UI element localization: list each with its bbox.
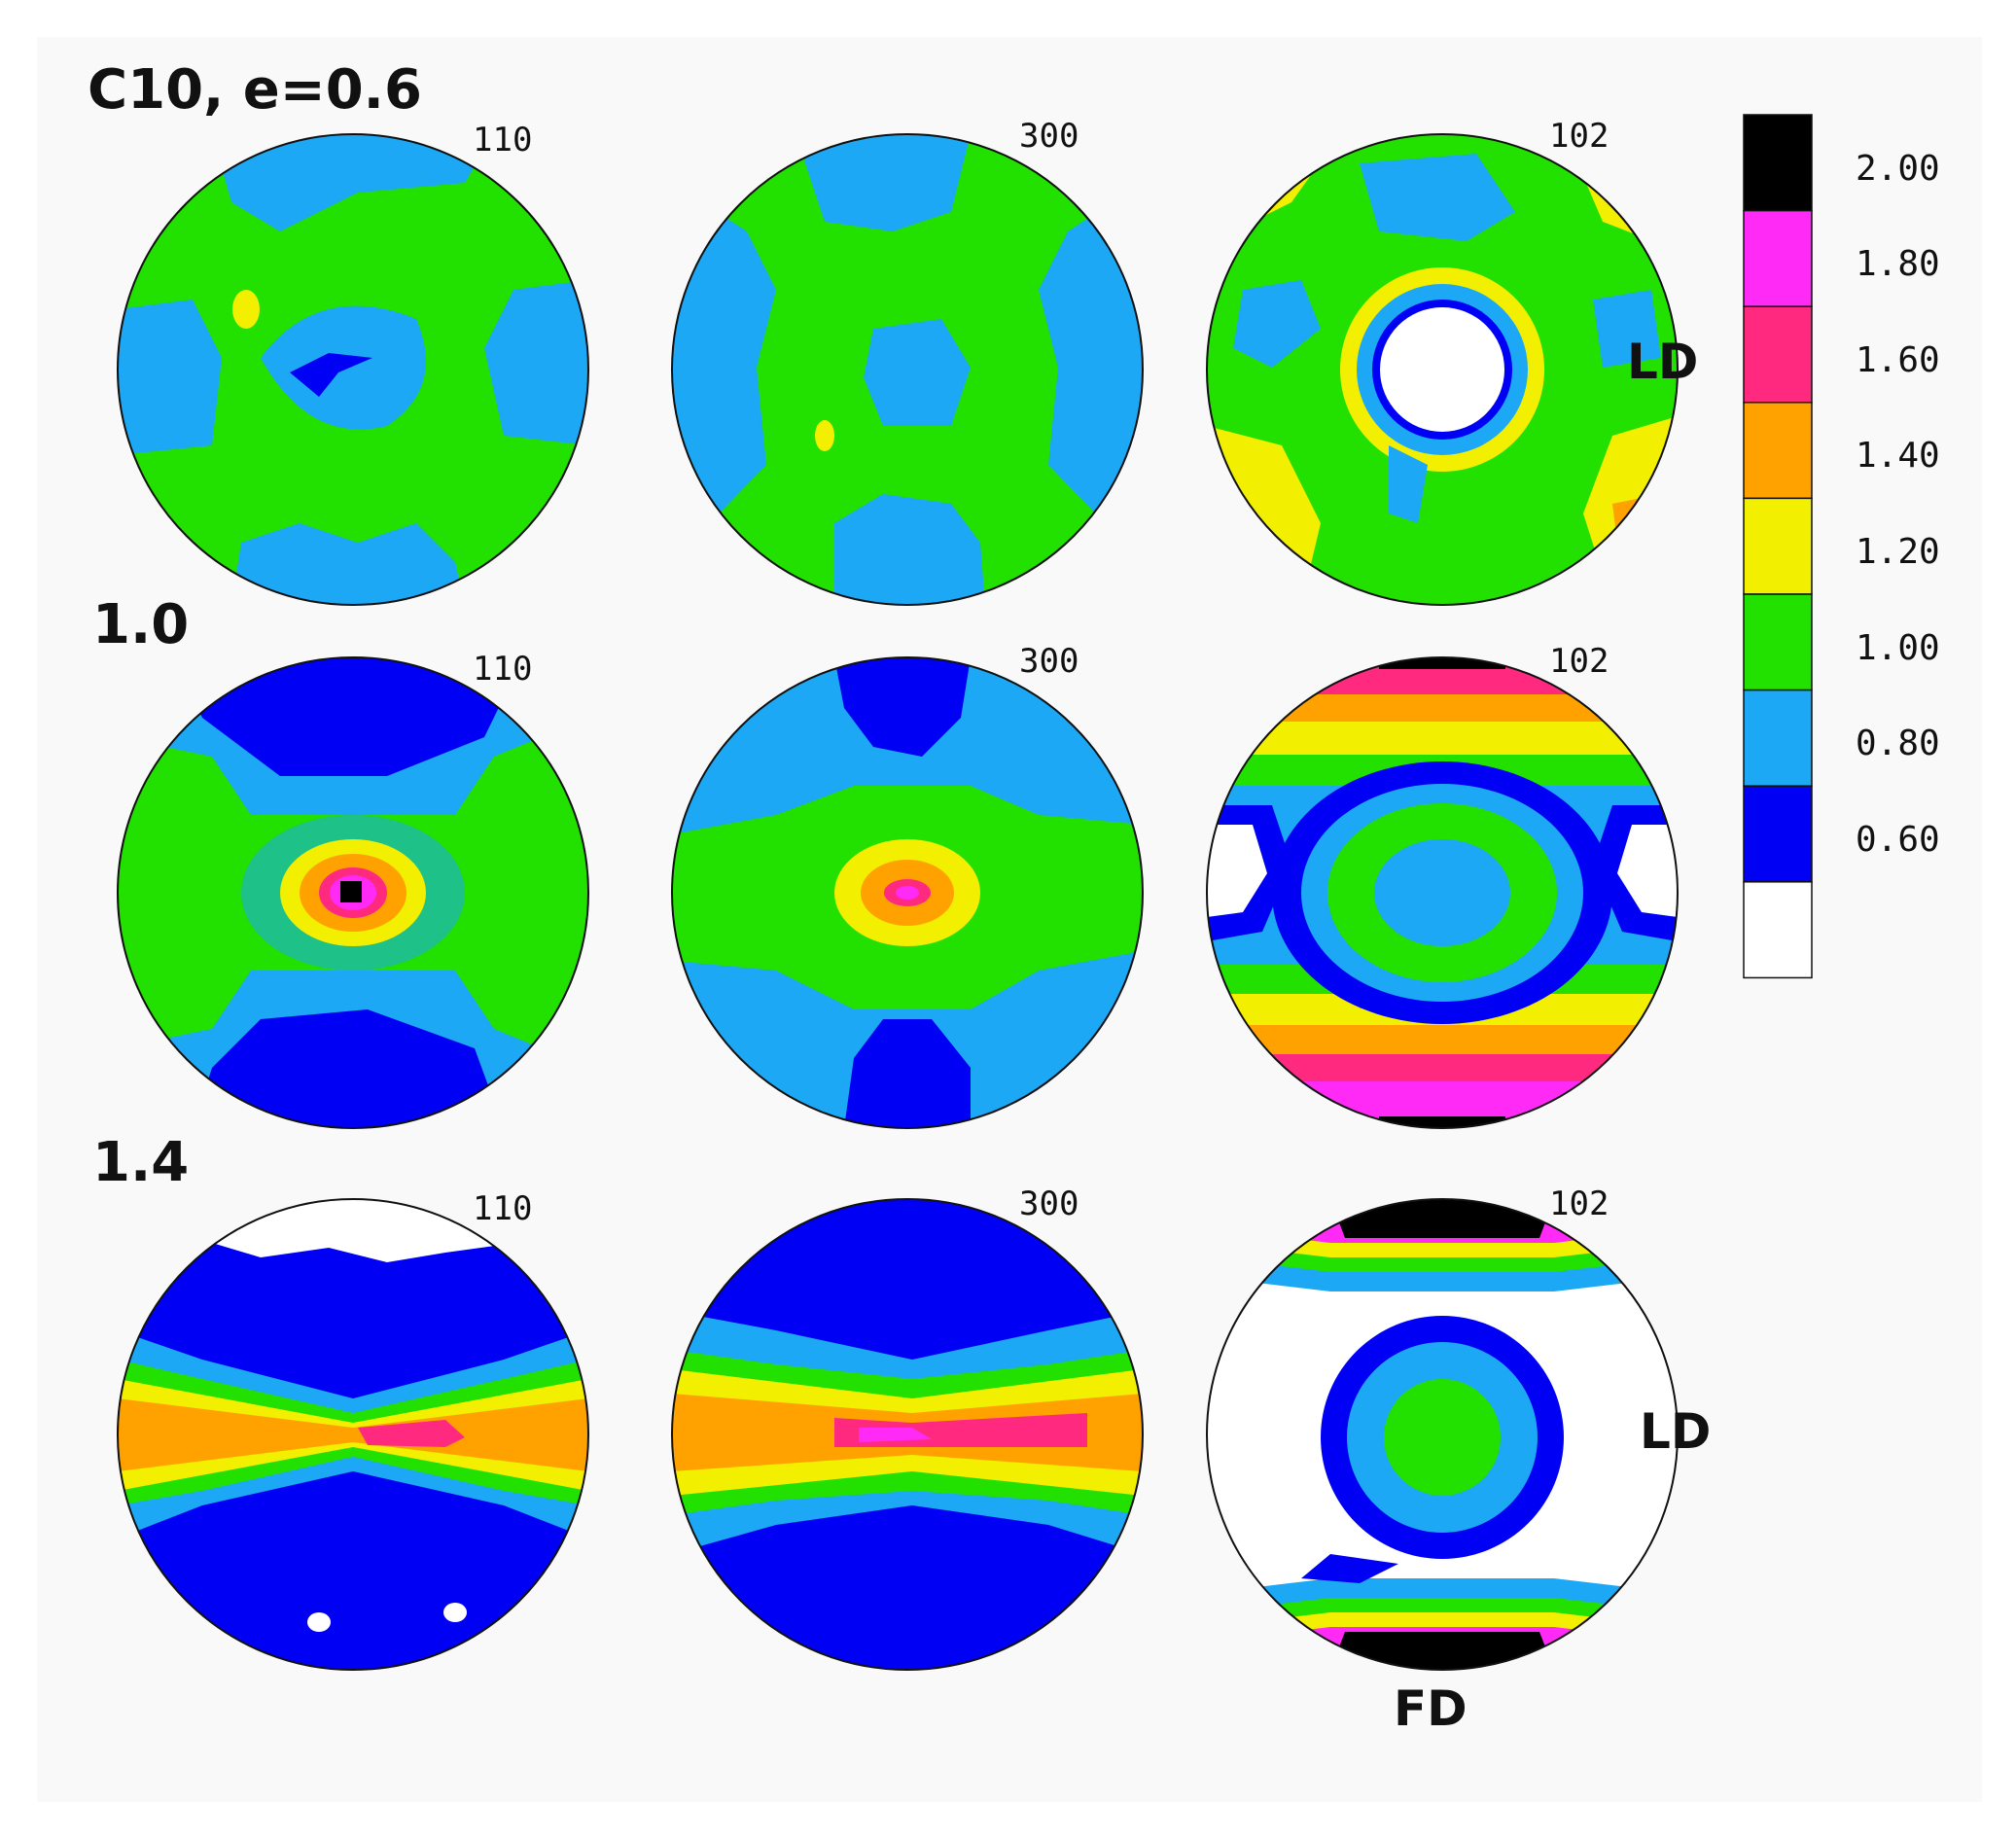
map-label-300: 300 — [1019, 117, 1079, 156]
colorbar-segment — [1743, 593, 1813, 691]
colorbar-tick-label: 2.00 — [1856, 148, 1940, 189]
colorbar-segment — [1743, 497, 1813, 595]
map-label-102: 102 — [1549, 1185, 1609, 1223]
pole-map-row1-300 — [672, 134, 1143, 605]
colorbar-segment — [1743, 689, 1813, 787]
pole-map-row3-300 — [672, 1199, 1143, 1670]
pole-map-row3-110 — [118, 1199, 588, 1670]
map-label-110: 110 — [473, 650, 533, 689]
row-label-strain-0.6: C10, e=0.6 — [88, 58, 422, 122]
direction-label-fd: FD — [1394, 1680, 1468, 1737]
map-label-300: 300 — [1019, 1185, 1079, 1223]
row-label-strain-1.0: 1.0 — [92, 593, 190, 656]
pole-map-row1-110 — [118, 134, 588, 605]
colorbar-segment — [1743, 881, 1813, 979]
map-label-102: 102 — [1549, 642, 1609, 681]
pole-map-row2-102 — [1207, 657, 1678, 1128]
colorbar-tick-label: 1.40 — [1856, 436, 1940, 477]
map-label-110: 110 — [473, 121, 533, 159]
pole-figure-svg — [117, 114, 1813, 1671]
colorbar-tick-label: 0.60 — [1856, 819, 1940, 860]
colorbar-tick-label: 1.00 — [1856, 627, 1940, 668]
colorbar-segment — [1743, 114, 1813, 212]
colorbar-segment — [1743, 402, 1813, 500]
colorbar-segment — [1743, 785, 1813, 883]
pole-figure-panel: C10, e=0.6 1.0 1.4 110 300 102 110 300 1… — [37, 37, 1982, 1802]
colorbar-tick-label: 1.80 — [1856, 244, 1940, 285]
map-label-102: 102 — [1549, 117, 1609, 156]
map-label-110: 110 — [473, 1189, 533, 1228]
colorbar-segment — [1743, 209, 1813, 307]
colorbar-tick-label: 0.80 — [1856, 724, 1940, 764]
pole-map-row2-300 — [672, 657, 1143, 1128]
colorbar-tick-label: 1.20 — [1856, 532, 1940, 572]
direction-label-ld: LD — [1627, 334, 1699, 390]
colorbar-tick-label: 1.60 — [1856, 339, 1940, 380]
pole-map-row3-102 — [1207, 1199, 1678, 1670]
row-label-strain-1.4: 1.4 — [92, 1131, 190, 1194]
map-label-300: 300 — [1019, 642, 1079, 681]
pole-map-row2-110 — [118, 657, 588, 1128]
direction-label-ld: LD — [1640, 1403, 1712, 1460]
colorbar — [1743, 114, 1813, 979]
pole-map-row1-102 — [1207, 134, 1678, 605]
colorbar-segment — [1743, 305, 1813, 404]
